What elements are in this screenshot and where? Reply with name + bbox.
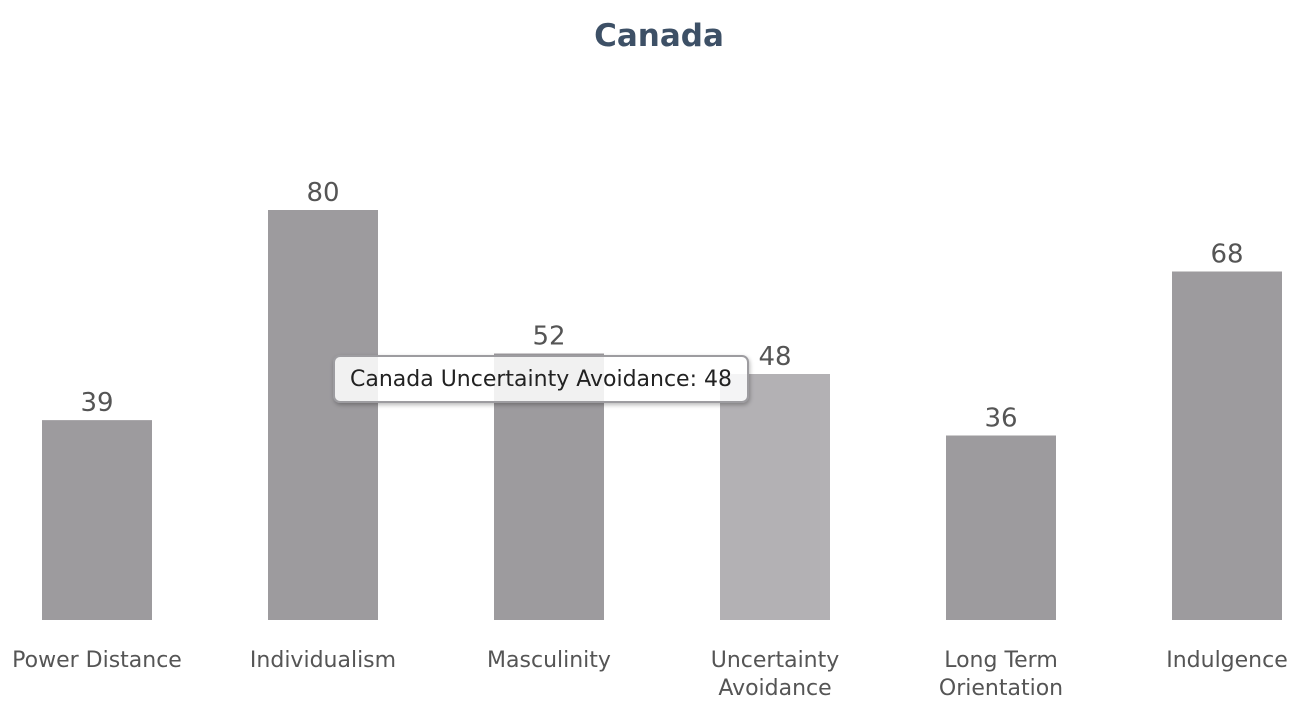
category-label-uncertainty-avoidance: Uncertainty Avoidance: [711, 648, 840, 701]
data-label-indulgence: 68: [1210, 240, 1243, 270]
category-label-line: Uncertainty: [711, 648, 840, 673]
category-label-line: Power Distance: [12, 648, 182, 673]
category-label-masculinity: Masculinity: [487, 648, 611, 673]
bar-uncertainty-avoidance[interactable]: [720, 374, 830, 620]
category-label-line: Orientation: [939, 676, 1063, 701]
category-label-line: Avoidance: [718, 676, 831, 701]
data-label-uncertainty-avoidance: 48: [758, 342, 791, 372]
bar-power-distance[interactable]: [42, 420, 152, 620]
bar-long-term-orientation[interactable]: [946, 435, 1056, 621]
category-label-individualism: Individualism: [250, 648, 396, 673]
category-label-line: Masculinity: [487, 648, 611, 673]
category-label-line: Indulgence: [1166, 648, 1288, 673]
category-label-line: Individualism: [250, 648, 396, 673]
bar-indulgence[interactable]: [1172, 271, 1282, 621]
category-labels-group: Power Distance Individualism Masculinity Un…: [12, 648, 1288, 701]
category-label-indulgence: Indulgence: [1166, 648, 1288, 673]
category-label-line: Long Term: [944, 648, 1058, 673]
category-label-power-distance: Power Distance: [12, 648, 182, 673]
data-label-individualism: 80: [306, 178, 339, 208]
data-label-power-distance: 39: [80, 388, 113, 418]
bar-individualism[interactable]: [268, 210, 378, 620]
chart-title: Canada: [594, 18, 724, 54]
data-label-masculinity: 52: [532, 322, 565, 352]
bars-group: [42, 210, 1282, 620]
tooltip: Canada Uncertainty Avoidance: 48: [333, 355, 749, 403]
category-label-long-term-orientation: Long Term Orientation: [939, 648, 1063, 701]
data-label-long-term-orientation: 36: [984, 404, 1017, 434]
data-labels-group: 39 80 52 48 36 68: [80, 178, 1243, 434]
